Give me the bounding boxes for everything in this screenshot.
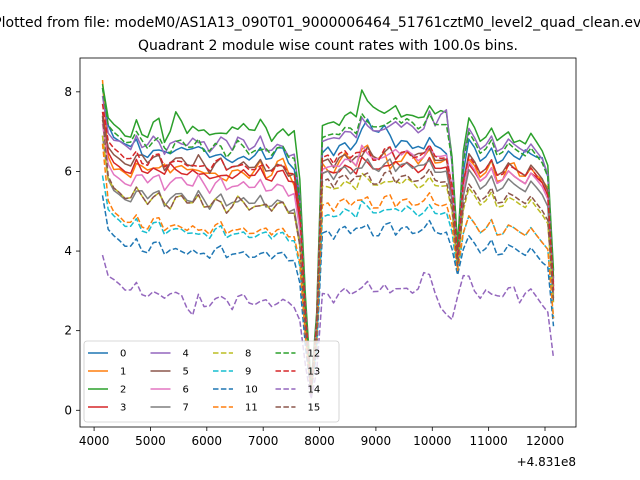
legend-label-8: 8 xyxy=(245,349,251,360)
legend-label-0: 0 xyxy=(120,349,126,360)
x-tick-label: 11000 xyxy=(470,434,508,448)
plot-frame xyxy=(79,57,577,428)
series-line-4 xyxy=(101,95,555,389)
x-tick-label: 7000 xyxy=(248,434,279,448)
chart-suptitle: Plotted from file: modeM0/AS1A13_090T01_… xyxy=(0,15,640,31)
series-line-11 xyxy=(101,143,555,393)
legend-label-11: 11 xyxy=(245,403,258,414)
x-tick-label: 9000 xyxy=(361,434,392,448)
x-tick-label: 4000 xyxy=(79,434,110,448)
x-axis-offset-label: +4.831e8 xyxy=(517,455,576,469)
legend-label-15: 15 xyxy=(308,403,321,414)
x-axis: 4000 5000 6000 7000 8000 9000 10000 11000 12000 xyxy=(79,427,564,448)
series-layer xyxy=(101,79,555,400)
chart-title: Quadrant 2 module wise count rates with … xyxy=(138,38,518,54)
series-line-6 xyxy=(101,123,555,393)
series-line-2 xyxy=(101,83,555,386)
x-tick-label: 12000 xyxy=(526,434,564,448)
legend-label-12: 12 xyxy=(308,349,321,360)
series-line-14 xyxy=(101,254,555,400)
legend-label-3: 3 xyxy=(120,403,126,414)
legend-label-5: 5 xyxy=(183,367,189,378)
legend-label-1: 1 xyxy=(120,367,126,378)
legend-label-4: 4 xyxy=(183,349,189,360)
legend-label-9: 9 xyxy=(245,367,251,378)
x-tick-label: 5000 xyxy=(135,434,166,448)
y-tick-label: 6 xyxy=(64,164,72,178)
y-tick-label: 8 xyxy=(64,85,72,99)
series-line-15 xyxy=(101,115,555,395)
series-line-0 xyxy=(101,87,555,387)
series-line-10 xyxy=(101,195,555,395)
legend-label-7: 7 xyxy=(183,403,189,414)
legend-label-6: 6 xyxy=(183,385,189,396)
x-tick-label: 6000 xyxy=(192,434,223,448)
legend-label-2: 2 xyxy=(120,385,126,396)
y-tick-label: 4 xyxy=(64,244,72,258)
legend-label-10: 10 xyxy=(245,385,258,396)
legend-label-14: 14 xyxy=(308,385,321,396)
x-tick-label: 10000 xyxy=(413,434,451,448)
series-line-12 xyxy=(101,87,555,389)
legend-box xyxy=(83,340,340,423)
y-tick-label: 2 xyxy=(64,324,72,338)
series-line-13 xyxy=(101,103,555,391)
y-axis: 0 2 4 6 8 xyxy=(64,85,80,417)
x-tick-label: 8000 xyxy=(304,434,335,448)
series-line-7 xyxy=(101,135,555,395)
legend-label-13: 13 xyxy=(308,367,321,378)
y-tick-label: 0 xyxy=(64,403,72,417)
